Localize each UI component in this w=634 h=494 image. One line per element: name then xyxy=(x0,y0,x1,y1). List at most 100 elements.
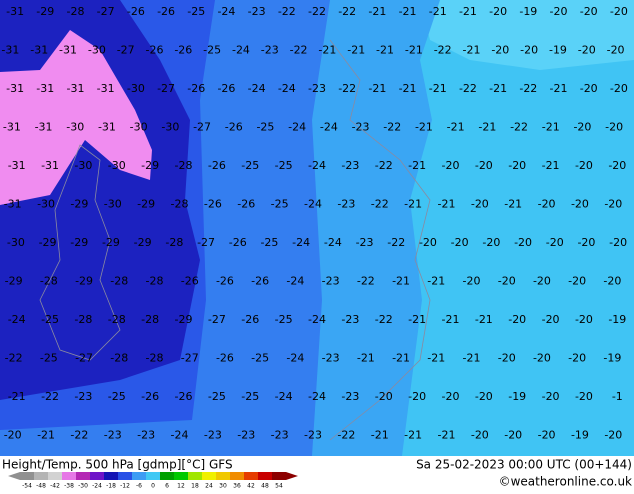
temp-label: -21 xyxy=(399,5,417,18)
temp-label: -29 xyxy=(75,275,93,288)
temp-label: -21 xyxy=(489,82,507,95)
temp-label: -21 xyxy=(368,82,386,95)
temp-label: -25 xyxy=(187,5,205,18)
temp-label: -21 xyxy=(427,275,445,288)
temp-label: -27 xyxy=(97,5,115,18)
temp-label: -31 xyxy=(4,198,22,211)
temp-label: -24 xyxy=(286,352,304,365)
temp-label: -30 xyxy=(108,159,126,172)
temp-label: -25 xyxy=(208,390,226,403)
temp-label: -22 xyxy=(375,159,393,172)
temp-label: -20 xyxy=(607,44,625,57)
temp-label: -21 xyxy=(392,352,410,365)
temp-label: -21 xyxy=(429,82,447,95)
temp-label: -21 xyxy=(368,5,386,18)
temp-label: -31 xyxy=(36,82,54,95)
temp-label: -25 xyxy=(241,159,259,172)
colorbar-swatch xyxy=(132,472,146,480)
temp-label: -24 xyxy=(288,121,306,134)
temp-label: -22 xyxy=(70,429,88,442)
temp-label: -20 xyxy=(520,44,538,57)
colorbar-label: 24 xyxy=(205,483,213,490)
temp-label: -20 xyxy=(504,429,522,442)
temp-label: -30 xyxy=(74,159,92,172)
temp-label: -23 xyxy=(308,82,326,95)
colorbar-label: -24 xyxy=(92,483,102,490)
colorbar-swatch xyxy=(272,472,286,480)
temp-label: -23 xyxy=(137,429,155,442)
temp-label: -19 xyxy=(608,313,626,326)
temp-label: -21 xyxy=(408,313,426,326)
temp-label: -28 xyxy=(146,275,164,288)
temp-label: -29 xyxy=(134,236,152,249)
temp-label: -28 xyxy=(108,313,126,326)
temp-label: -31 xyxy=(59,44,77,57)
temp-label: -20 xyxy=(546,236,564,249)
temp-label: -28 xyxy=(40,275,58,288)
temp-label: -22 xyxy=(290,44,308,57)
temp-label: -22 xyxy=(519,82,537,95)
colorbar-swatch xyxy=(104,472,118,480)
temp-label: -20 xyxy=(580,5,598,18)
temp-label: -22 xyxy=(308,5,326,18)
temp-label: -21 xyxy=(463,352,481,365)
temp-label: -25 xyxy=(41,313,59,326)
temp-label: -20 xyxy=(604,429,622,442)
temp-label: -24 xyxy=(286,275,304,288)
temp-label: -30 xyxy=(66,121,84,134)
temp-label: -21 xyxy=(404,429,422,442)
temp-label: -21 xyxy=(478,121,496,134)
temp-label: -24 xyxy=(278,82,296,95)
temp-label: -22 xyxy=(338,82,356,95)
colorbar-arrow xyxy=(8,472,20,480)
temp-label: -22 xyxy=(375,313,393,326)
temp-label: -27 xyxy=(181,352,199,365)
colorbar-label: 12 xyxy=(177,483,185,490)
temp-label: -20 xyxy=(568,275,586,288)
temp-label: -21 xyxy=(437,198,455,211)
temp-label: -20 xyxy=(375,390,393,403)
temp-label: -23 xyxy=(248,5,266,18)
colorbar-label: -6 xyxy=(136,483,142,490)
temp-label: -24 xyxy=(292,236,310,249)
temp-label: -23 xyxy=(74,390,92,403)
temp-label: -28 xyxy=(141,313,159,326)
temp-label: -21 xyxy=(447,121,465,134)
temp-label: -21 xyxy=(357,352,375,365)
temp-label: -29 xyxy=(5,275,23,288)
temp-label: -28 xyxy=(165,236,183,249)
temp-label: -24 xyxy=(217,5,235,18)
temp-label: -20 xyxy=(408,390,426,403)
temp-label: -24 xyxy=(171,429,189,442)
coastline xyxy=(39,39,431,441)
temp-label: -30 xyxy=(37,198,55,211)
temp-label: -27 xyxy=(75,352,93,365)
temp-label: -28 xyxy=(74,313,92,326)
temp-label: -20 xyxy=(605,121,623,134)
temp-label: -22 xyxy=(371,198,389,211)
temp-label: -26 xyxy=(225,121,243,134)
temp-label: -21 xyxy=(376,44,394,57)
colorbar-swatch xyxy=(258,472,272,480)
temp-label: -20 xyxy=(538,429,556,442)
map-title: Height/Temp. 500 hPa [gdmp][°C] GFS xyxy=(2,458,233,472)
temp-label: -24 xyxy=(304,198,322,211)
temp-label: -29 xyxy=(39,236,57,249)
colorbar-arrow xyxy=(286,472,298,480)
temp-label: -23 xyxy=(204,429,222,442)
temp-label: -31 xyxy=(3,121,21,134)
temp-label: -20 xyxy=(475,390,493,403)
temp-label: -30 xyxy=(130,121,148,134)
temp-label: -20 xyxy=(608,159,626,172)
temp-label: -1 xyxy=(612,390,623,403)
temp-label: -21 xyxy=(475,313,493,326)
temp-label: -22 xyxy=(434,44,452,57)
temp-label: -20 xyxy=(610,5,628,18)
temp-label: -23 xyxy=(341,313,359,326)
temp-label: -31 xyxy=(6,82,24,95)
colorbar-label: -38 xyxy=(64,483,74,490)
temp-label: -28 xyxy=(110,352,128,365)
temp-label: -20 xyxy=(508,313,526,326)
temp-label: -25 xyxy=(275,159,293,172)
temp-label: -20 xyxy=(575,159,593,172)
